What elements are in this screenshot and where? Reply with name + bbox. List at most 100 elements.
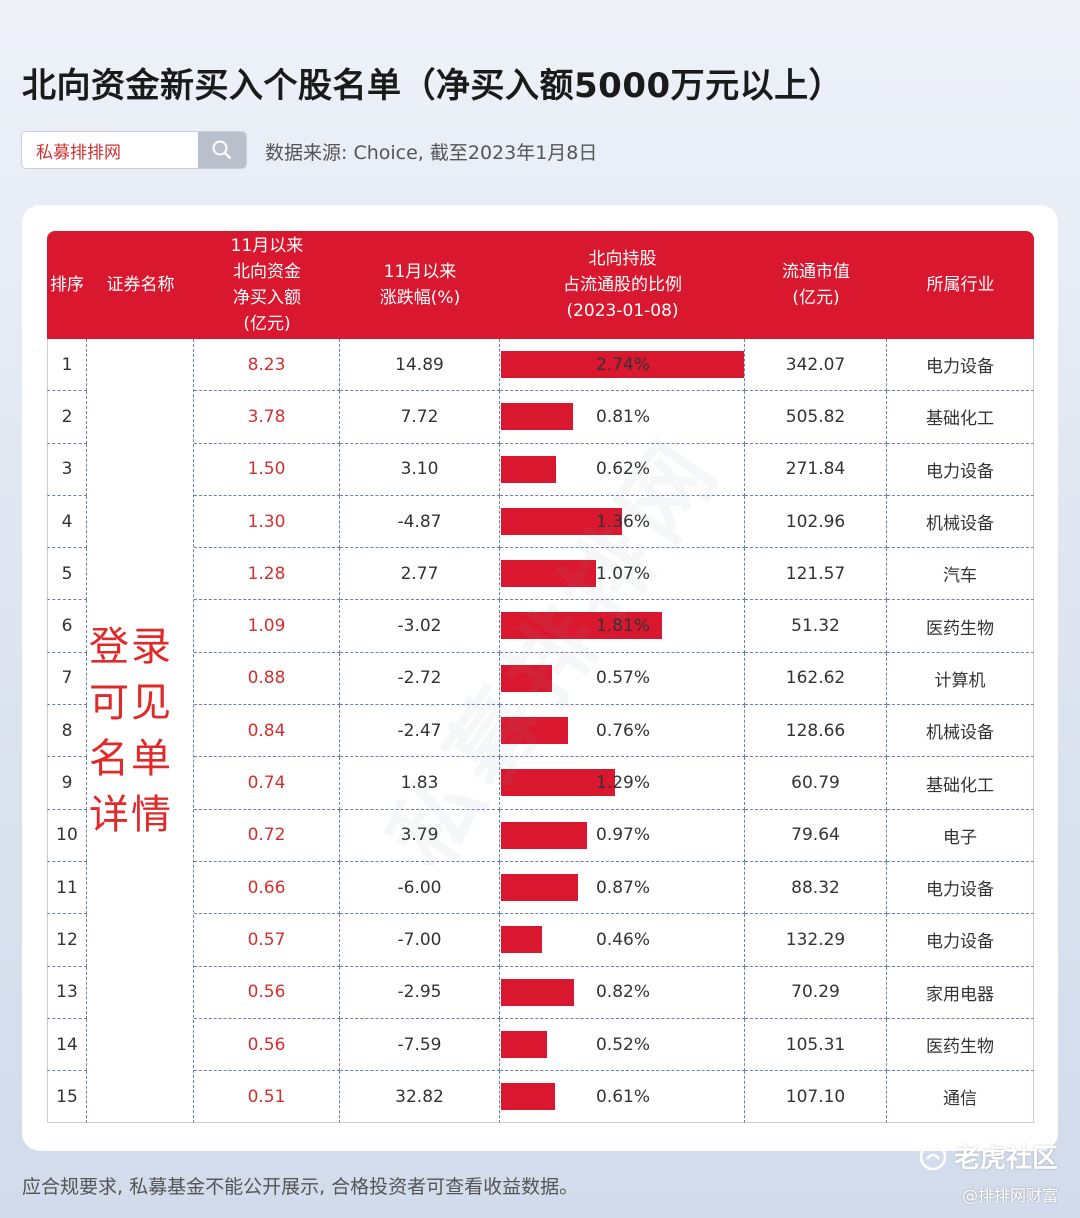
industry-cell: 医药生物 <box>887 600 1034 653</box>
search-icon <box>212 140 232 160</box>
header-change: 11月以来 涨跌幅(%) <box>340 231 500 339</box>
table-row: 10 0.72 3.79 0.97% 79.64 电子 <box>47 809 1034 862</box>
mask-text-line: 名单 <box>89 735 173 782</box>
change-cell: -2.47 <box>340 705 500 758</box>
market-cap-cell: 107.10 <box>745 1071 887 1124</box>
header-rank: 排序 <box>47 231 87 339</box>
change-cell: -7.00 <box>340 914 500 967</box>
holding-bar <box>501 769 616 797</box>
header-name: 证券名称 <box>87 231 194 339</box>
market-cap-cell: 342.07 <box>745 339 887 392</box>
rank-cell: 1 <box>47 339 87 392</box>
table-row: 13 0.56 -2.95 0.82% 70.29 家用电器 <box>47 966 1034 1019</box>
search-button[interactable] <box>198 132 246 168</box>
holding-bar <box>501 717 569 745</box>
holding-bar <box>501 560 596 588</box>
holding-cell: 0.97% <box>500 809 745 862</box>
net-buy-cell: 0.74 <box>194 757 340 810</box>
net-buy-cell: 0.88 <box>194 652 340 706</box>
page-title: 北向资金新买入个股名单（净买入额5000万元以上） <box>22 66 844 106</box>
holding-bar <box>501 664 552 692</box>
industry-cell: 电力设备 <box>887 914 1034 967</box>
mask-text-line: 可见 <box>89 679 173 726</box>
change-cell: 7.72 <box>340 391 500 444</box>
holding-label: 0.76% <box>596 720 651 741</box>
holding-bar <box>501 351 744 378</box>
holding-bar <box>501 873 579 901</box>
holding-cell: 1.29% <box>500 757 745 810</box>
industry-cell: 汽车 <box>887 548 1034 601</box>
table-row: 5 1.28 2.77 1.07% 121.57 汽车 <box>47 548 1034 601</box>
holding-cell: 1.07% <box>500 548 745 601</box>
market-cap-cell: 88.32 <box>745 861 887 915</box>
holding-label: 1.29% <box>596 773 651 794</box>
market-cap-cell: 128.66 <box>745 705 887 758</box>
rank-cell: 9 <box>47 757 87 810</box>
holding-cell: 0.76% <box>500 705 745 758</box>
net-buy-cell: 0.84 <box>194 705 340 758</box>
net-buy-cell: 1.28 <box>194 548 340 601</box>
holding-cell: 0.82% <box>500 966 745 1019</box>
change-cell: 14.89 <box>340 339 500 392</box>
holding-cell: 0.52% <box>500 1018 745 1072</box>
rank-cell: 14 <box>47 1018 87 1072</box>
change-cell: 32.82 <box>340 1071 500 1124</box>
net-buy-cell: 0.56 <box>194 1018 340 1072</box>
login-to-view-text[interactable]: 登录 可见 名单 详情 <box>87 619 193 843</box>
net-buy-cell: 0.51 <box>194 1071 340 1124</box>
net-buy-cell: 1.30 <box>194 495 340 549</box>
industry-cell: 电子 <box>887 809 1034 862</box>
rank-cell: 15 <box>47 1071 87 1124</box>
holding-label: 0.82% <box>596 982 651 1003</box>
search-input[interactable]: 私募排排网 <box>22 132 198 168</box>
header-net-buy: 11月以来 北向资金 净买入额 (亿元) <box>194 231 340 339</box>
holding-bar <box>501 507 622 535</box>
rank-cell: 5 <box>47 548 87 601</box>
header-market-cap: 流通市值 (亿元) <box>745 231 887 339</box>
holding-cell: 0.81% <box>500 391 745 444</box>
change-cell: -6.00 <box>340 861 500 915</box>
industry-cell: 机械设备 <box>887 705 1034 758</box>
market-cap-cell: 102.96 <box>745 495 887 549</box>
net-buy-cell: 0.66 <box>194 861 340 915</box>
change-cell: -4.87 <box>340 495 500 549</box>
table-row: 2 3.78 7.72 0.81% 505.82 基础化工 <box>47 391 1034 444</box>
holding-label: 0.61% <box>596 1086 651 1107</box>
holding-label: 2.74% <box>596 354 651 375</box>
rank-cell: 2 <box>47 391 87 444</box>
holding-cell: 0.87% <box>500 861 745 915</box>
market-cap-cell: 162.62 <box>745 652 887 706</box>
table-row: 12 0.57 -7.00 0.46% 132.29 电力设备 <box>47 914 1034 967</box>
holding-bar <box>501 1030 548 1058</box>
table-row: 6 1.09 -3.02 1.81% 51.32 医药生物 <box>47 600 1034 653</box>
table-row: 15 0.51 32.82 0.61% 107.10 通信 <box>47 1071 1034 1124</box>
holding-label: 0.81% <box>596 406 651 427</box>
holding-cell: 2.74% <box>500 339 745 392</box>
table-row: 7 0.88 -2.72 0.57% 162.62 计算机 <box>47 652 1034 706</box>
market-cap-cell: 70.29 <box>745 966 887 1019</box>
search-bar[interactable]: 私募排排网 <box>22 132 246 168</box>
change-cell: -2.72 <box>340 652 500 706</box>
logo-handle: @排排网财富 <box>961 1186 1058 1205</box>
holding-cell: 0.62% <box>500 443 745 496</box>
industry-cell: 电力设备 <box>887 861 1034 915</box>
table-row: 9 0.74 1.83 1.29% 60.79 基础化工 <box>47 757 1034 810</box>
holding-bar <box>501 612 662 640</box>
rank-cell: 8 <box>47 705 87 758</box>
rank-cell: 10 <box>47 809 87 862</box>
holding-label: 0.97% <box>596 825 651 846</box>
header-holding: 北向持股 占流通股的比例 (2023-01-08) <box>500 231 745 339</box>
data-source: 数据来源: Choice, 截至2023年1月8日 <box>265 142 598 164</box>
change-cell: 2.77 <box>340 548 500 601</box>
market-cap-cell: 271.84 <box>745 443 887 496</box>
rank-cell: 4 <box>47 495 87 549</box>
net-buy-cell: 1.50 <box>194 443 340 496</box>
holding-bar <box>501 978 574 1006</box>
rank-cell: 3 <box>47 443 87 496</box>
compliance-footer: 应合规要求, 私募基金不能公开展示, 合格投资者可查看收益数据。 <box>22 1176 579 1198</box>
tiger-community-logo: 老虎社区 <box>918 1138 1058 1175</box>
change-cell: -2.95 <box>340 966 500 1019</box>
net-buy-cell: 0.57 <box>194 914 340 967</box>
holding-label: 0.52% <box>596 1034 651 1055</box>
market-cap-cell: 505.82 <box>745 391 887 444</box>
